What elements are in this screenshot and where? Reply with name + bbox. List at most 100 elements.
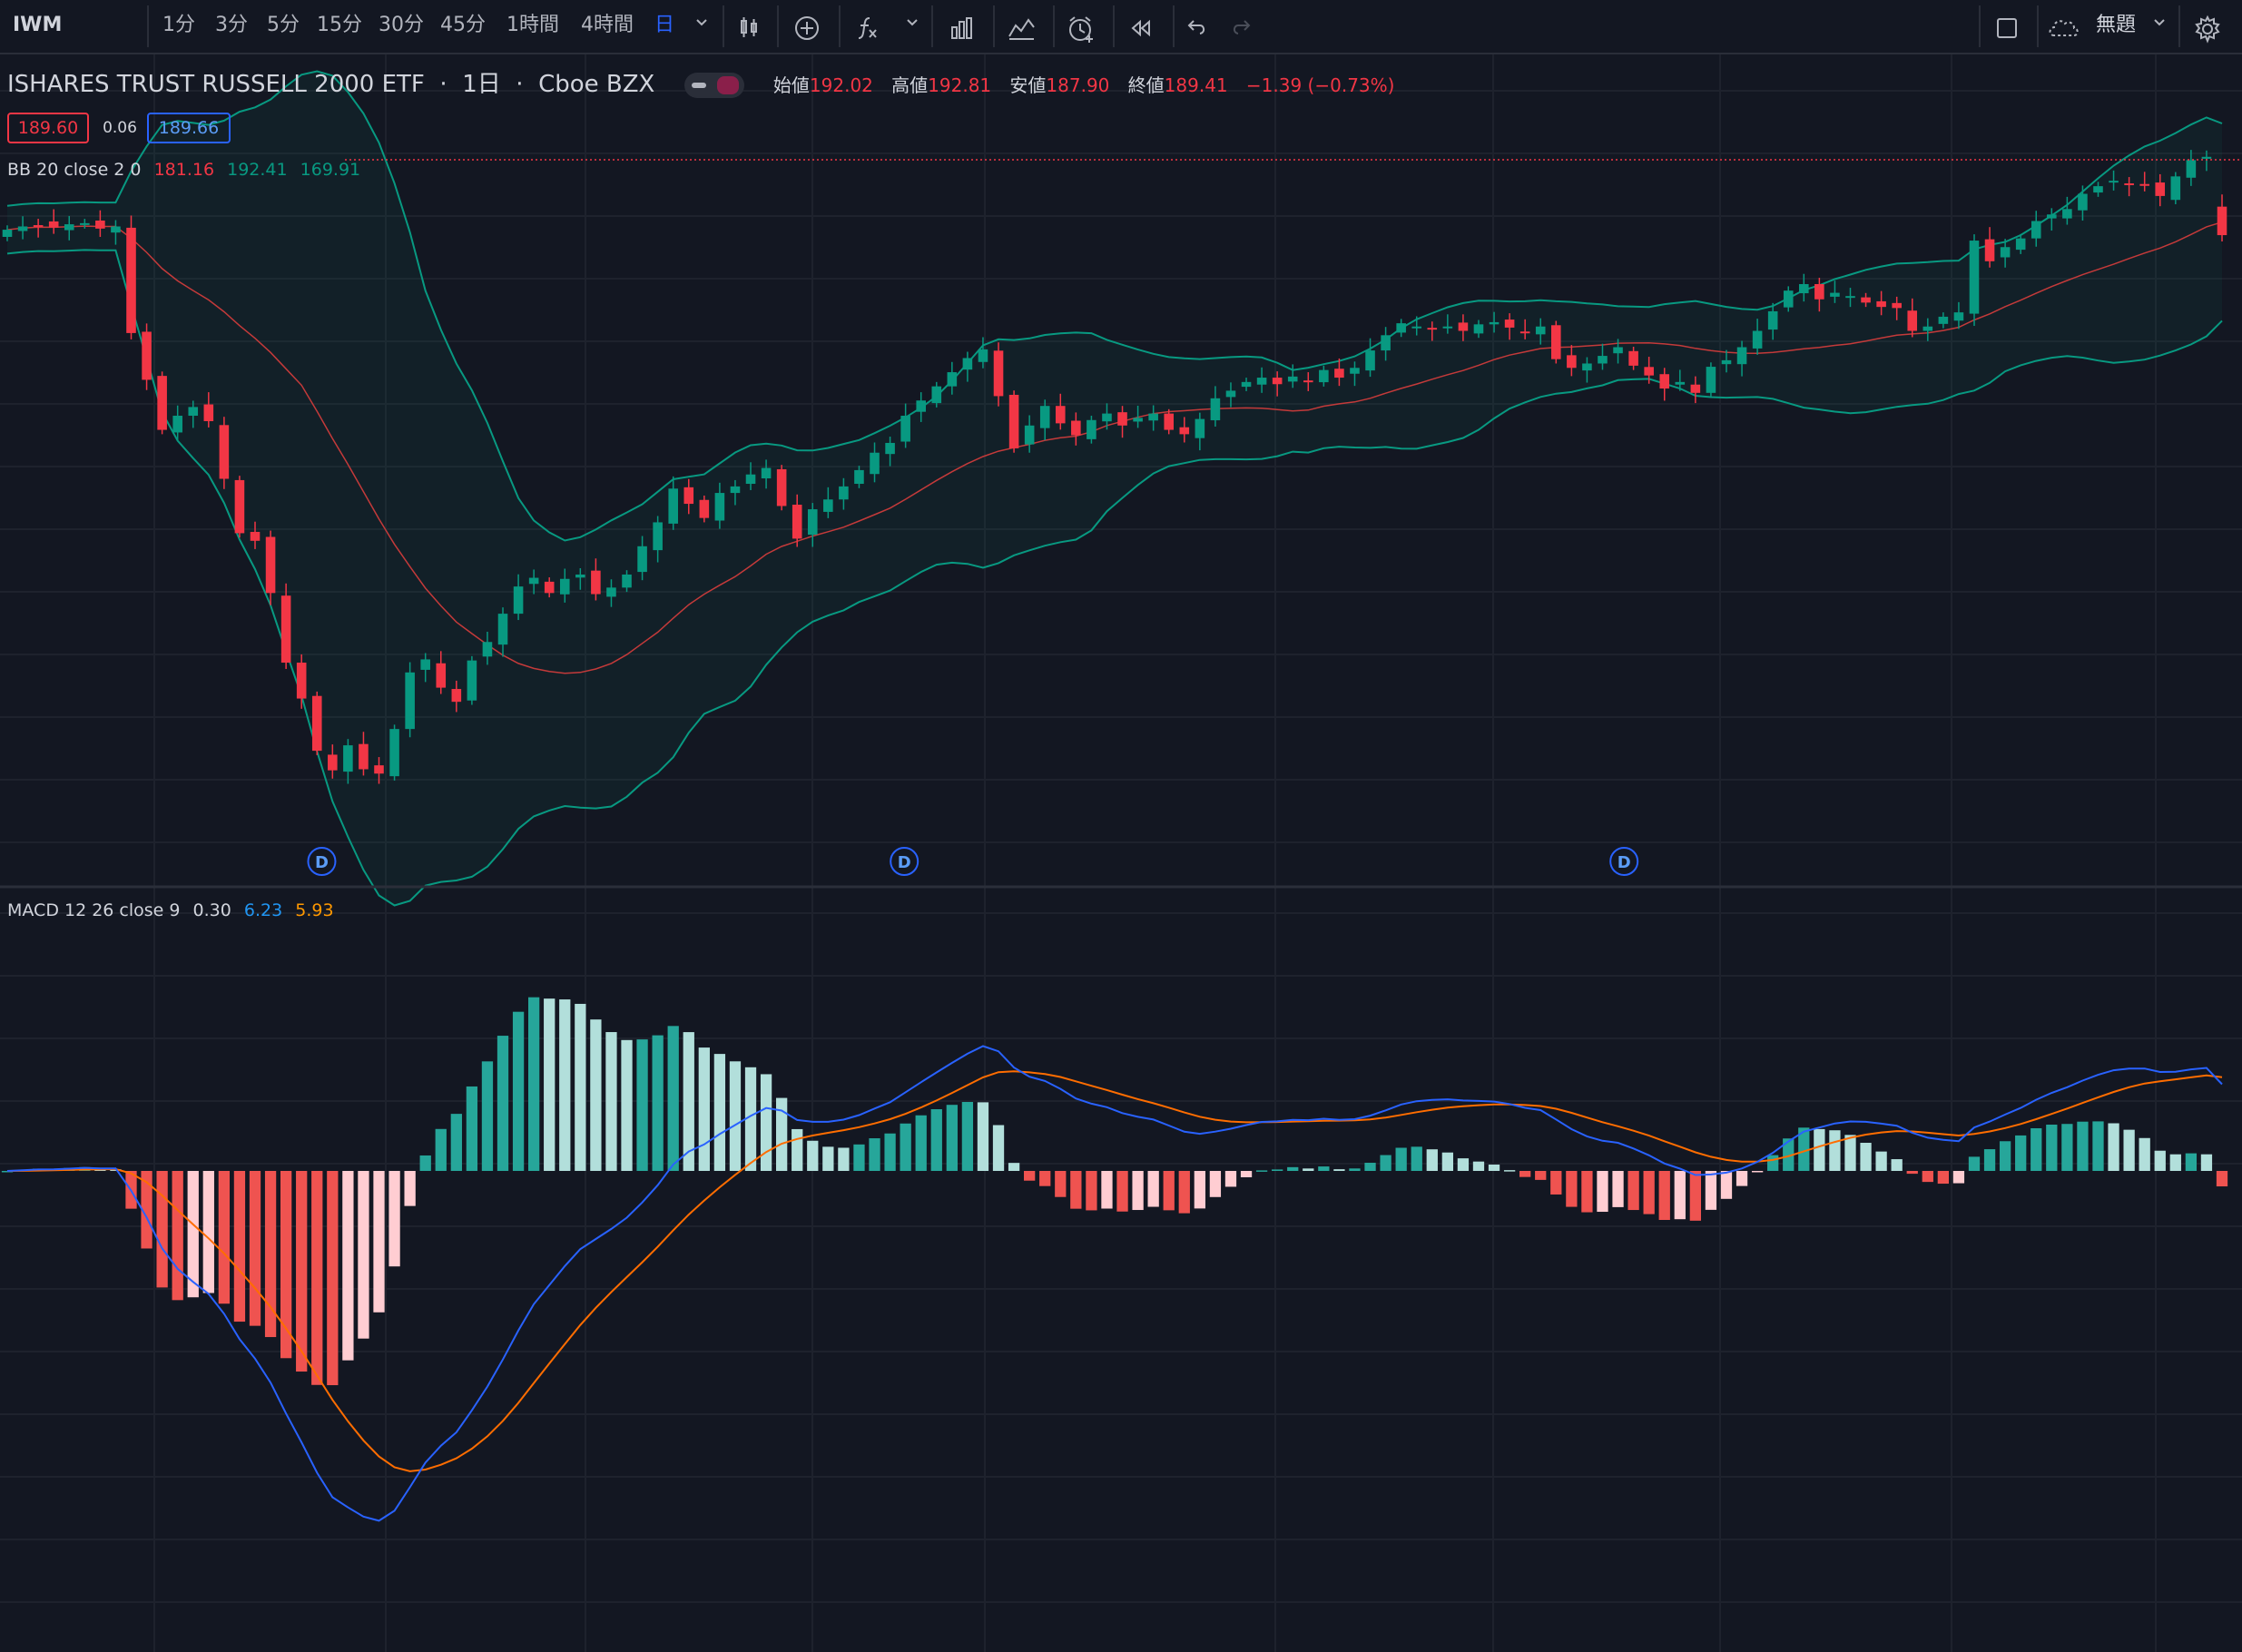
macd-histogram-bar (838, 1147, 850, 1171)
candle-body (1241, 381, 1252, 388)
compare-add-icon[interactable] (784, 7, 830, 44)
symbol-search-button[interactable]: IWM (13, 14, 63, 36)
candle-body (451, 689, 462, 703)
fullscreen-square-icon[interactable] (1984, 7, 2030, 44)
macd-histogram-bar (1519, 1171, 1531, 1177)
interval-4h[interactable]: 4時間 (581, 14, 634, 36)
interval-1d[interactable]: 日 (654, 14, 674, 36)
candle-body (482, 642, 493, 657)
candle-body (978, 349, 988, 362)
dividend-marker-circle (890, 847, 919, 876)
candle-style-icon[interactable] (728, 7, 770, 44)
interval-1m[interactable]: 1分 (162, 14, 195, 36)
dividend-marker-icon[interactable]: D (307, 847, 337, 876)
macd-histogram-bar (1550, 1171, 1562, 1195)
bb-lower-value: 169.91 (300, 160, 361, 180)
open-value: 192.02 (809, 74, 873, 96)
macd-histogram-bar (1751, 1171, 1764, 1173)
dividend-marker-icon[interactable]: D (890, 847, 919, 876)
macd-histogram-bar (977, 1102, 989, 1171)
candle-body (359, 743, 369, 770)
candle-body (962, 358, 973, 370)
candle-body (1736, 347, 1747, 365)
candle-body (467, 660, 477, 701)
macd-histogram-bar (1380, 1155, 1391, 1171)
candle-body (17, 226, 28, 231)
candle-body (528, 577, 539, 585)
candle-body (1767, 310, 1778, 330)
settings-gear-icon[interactable] (2182, 7, 2233, 44)
symbol-legend[interactable]: ISHARES TRUST RUSSELL 2000 ETF · 1日 · Cb… (7, 65, 1405, 102)
macd-histogram-bar (992, 1125, 1005, 1171)
redo-icon[interactable] (1220, 7, 1262, 44)
macd-histogram-bar (1055, 1171, 1067, 1197)
macd-histogram-bar (1922, 1171, 1933, 1183)
templates-chart-icon[interactable] (998, 7, 1044, 44)
indicators-dropdown-chevron-icon[interactable] (899, 7, 926, 44)
interval-3m[interactable]: 3分 (215, 14, 248, 36)
candle-body (1953, 312, 1964, 321)
macd-histogram-bar (1472, 1161, 1485, 1171)
candle-body (1102, 413, 1112, 422)
indicators-fx-icon[interactable] (844, 7, 890, 44)
layout-name[interactable]: 無題 (2095, 14, 2136, 36)
macd-histogram-bar (2154, 1150, 2166, 1171)
macd-histogram-bar (1829, 1130, 1841, 1171)
symbol-full-name: ISHARES TRUST RUSSELL 2000 ETF (7, 71, 425, 98)
candle-body (1087, 419, 1096, 439)
macd-histogram-bar (388, 1171, 400, 1267)
macd-histogram-bar (1287, 1166, 1299, 1171)
financials-bars-icon[interactable] (939, 7, 984, 44)
interval-5m[interactable]: 5分 (267, 14, 300, 36)
macd-histogram-bar (1163, 1171, 1175, 1211)
candle-body (870, 452, 880, 475)
candle-body (1783, 290, 1794, 308)
candle-body (33, 225, 44, 228)
candle-body (311, 695, 322, 752)
candle-body (1210, 398, 1221, 421)
interval-dropdown-chevron-icon[interactable] (688, 7, 715, 44)
macd-legend[interactable]: MACD 12 26 close 9 0.30 6.23 5.93 (7, 900, 334, 920)
replay-rewind-icon[interactable] (1118, 7, 1164, 44)
layout-dropdown-chevron-icon[interactable] (2146, 7, 2173, 44)
macd-histogram-bar (946, 1105, 958, 1171)
dividend-marker-icon[interactable]: D (1609, 847, 1639, 876)
candle-body (854, 469, 864, 485)
candle-body (1598, 356, 1608, 364)
alert-clock-icon[interactable] (1058, 7, 1104, 44)
macd-histogram-bar (1627, 1171, 1639, 1211)
candle-body (111, 226, 121, 233)
cloud-save-icon[interactable] (2042, 7, 2084, 44)
candle-body (622, 574, 632, 588)
macd-histogram-bar (1844, 1135, 1856, 1171)
macd-histogram-bar (1395, 1147, 1407, 1171)
macd-histogram-bar (2061, 1124, 2073, 1171)
candle-body (1365, 350, 1375, 371)
interval-30m[interactable]: 30分 (379, 14, 424, 36)
candle-body (839, 486, 849, 500)
market-status-toggle[interactable] (683, 72, 744, 98)
candle-body (1381, 335, 1391, 351)
macd-histogram-bar (1860, 1143, 1872, 1171)
undo-icon[interactable] (1176, 7, 1218, 44)
bb-legend[interactable]: BB 20 close 2 0 181.16 192.41 169.91 (7, 160, 360, 180)
sell-price-button[interactable]: 189.60 (7, 113, 89, 143)
bb-fill (7, 71, 2222, 906)
interval-45m[interactable]: 45分 (440, 14, 486, 36)
toolbar-divider (931, 5, 933, 47)
toolbar-divider (1053, 5, 1055, 47)
candle-body (203, 404, 214, 421)
macd-histogram-bar (264, 1171, 277, 1338)
macd-histogram-bar (1224, 1171, 1237, 1187)
candle-body (1721, 359, 1732, 365)
change-value: −1.39 (−0.73%) (1245, 74, 1395, 96)
candle-body (1984, 239, 1995, 261)
interval-15m[interactable]: 15分 (317, 14, 362, 36)
interval-1h[interactable]: 1時間 (506, 14, 559, 36)
macd-histogram-bar (1612, 1171, 1624, 1207)
macd-histogram-bar (1937, 1171, 1950, 1185)
macd-histogram-bar (760, 1074, 772, 1171)
buy-price-button[interactable]: 189.66 (147, 113, 231, 143)
macd-histogram-bar (1303, 1168, 1314, 1171)
